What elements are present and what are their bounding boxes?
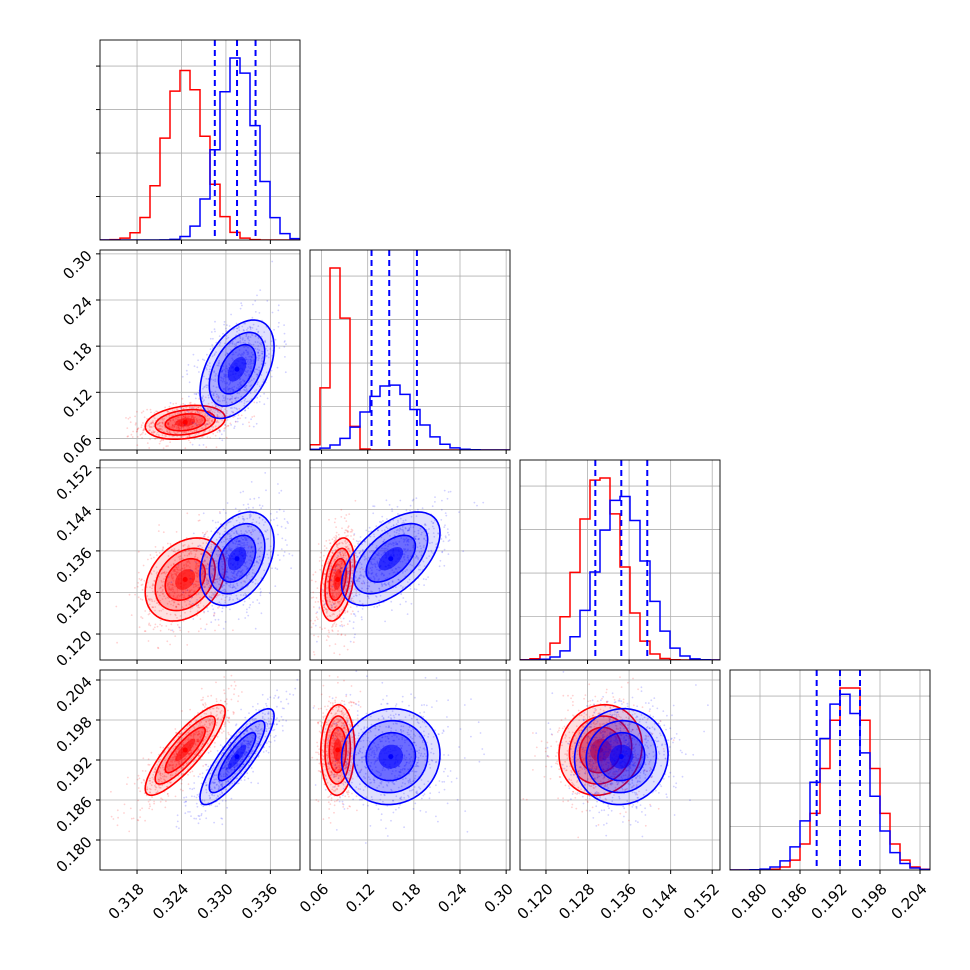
x-tick-label-2-0: 0.120: [514, 880, 557, 923]
panel-3-0: [96, 669, 301, 874]
grid-lines: [100, 670, 300, 870]
y-tick-label-3-2: 0.192: [53, 753, 96, 796]
x-tick-label-0-2: 0.330: [194, 880, 237, 923]
x-tick-label-1-2: 0.18: [388, 880, 424, 916]
panel-2-1: [309, 459, 511, 664]
contours-series-1: [199, 707, 275, 806]
x-tick-label-3-2: 0.192: [808, 880, 851, 923]
panel-3-1: [309, 669, 511, 874]
y-tick-label-3-3: 0.198: [53, 713, 96, 756]
x-tick-label-0-1: 0.324: [149, 880, 192, 923]
panel-frame: [309, 669, 511, 871]
y-tick-label-2-1: 0.128: [53, 585, 96, 628]
panel-1-1: [309, 249, 511, 454]
x-tick-label-3-4: 0.204: [888, 880, 931, 923]
x-tick-label-1-0: 0.06: [296, 880, 332, 916]
panel-frame: [309, 459, 511, 661]
scatter-points-series-0: [115, 511, 253, 650]
contours-series-0: [144, 537, 227, 622]
x-tick-label-1-1: 0.12: [342, 880, 378, 916]
scatter-points-series-1: [312, 670, 485, 844]
histogram-series-0: [310, 267, 510, 450]
panel-frame: [519, 459, 721, 661]
panel-frame: [99, 459, 301, 661]
contours-series-1: [340, 707, 441, 806]
y-tick-label-3-0: 0.180: [53, 833, 96, 876]
panel-0-0: [96, 39, 301, 244]
panel-frame: [99, 669, 301, 871]
histogram-series-0: [520, 477, 720, 660]
contours-series-0: [144, 404, 227, 440]
y-tick-label-2-3: 0.144: [53, 502, 96, 545]
grid-lines: [310, 460, 510, 660]
y-tick-label-1-3: 0.24: [59, 293, 95, 329]
grid-lines: [310, 670, 510, 870]
grid-lines: [730, 670, 930, 870]
panel-frame: [729, 669, 931, 871]
panel-3-3: [729, 669, 931, 874]
histogram-series-1: [310, 384, 510, 450]
panel-2-0: [96, 459, 301, 664]
y-tick-label-1-0: 0.06: [59, 431, 95, 467]
grid-lines: [100, 460, 300, 660]
x-tick-label-2-4: 0.152: [680, 880, 723, 923]
y-tick-label-2-4: 0.152: [53, 461, 96, 504]
panel-1-0: [96, 249, 301, 454]
grid-lines: [100, 40, 300, 240]
x-tick-label-3-3: 0.198: [848, 880, 891, 923]
y-tick-label-1-4: 0.30: [59, 247, 95, 283]
x-tick-label-2-3: 0.144: [638, 880, 681, 923]
x-tick-label-1-4: 0.30: [481, 880, 517, 916]
contours-series-0: [144, 703, 227, 797]
panel-frame: [99, 39, 301, 241]
grid-lines: [310, 250, 510, 450]
x-tick-label-3-1: 0.186: [768, 880, 811, 923]
contours-series-1: [340, 511, 441, 607]
panel-frame: [99, 249, 301, 451]
x-tick-label-0-0: 0.318: [105, 880, 148, 923]
y-tick-label-2-0: 0.120: [53, 627, 96, 670]
x-tick-label-2-2: 0.136: [597, 880, 640, 923]
histogram-series-1: [730, 693, 930, 870]
contours-series-1: [573, 707, 669, 806]
panel-3-2: [519, 669, 721, 874]
contours-series-1: [199, 319, 275, 420]
panel-frame: [519, 669, 721, 871]
x-tick-label-3-0: 0.180: [728, 880, 771, 923]
y-tick-label-3-4: 0.204: [53, 673, 96, 716]
x-tick-label-0-3: 0.336: [238, 880, 281, 923]
x-tick-label-1-3: 0.24: [434, 880, 470, 916]
x-tick-label-2-1: 0.128: [555, 880, 598, 923]
y-tick-label-3-1: 0.186: [53, 793, 96, 836]
panel-2-2: [519, 459, 721, 664]
contours-series-1: [199, 511, 275, 607]
y-tick-label-2-2: 0.136: [53, 544, 96, 587]
grid-lines: [100, 250, 300, 450]
panel-frame: [309, 249, 511, 451]
scatter-points-series-1: [169, 260, 287, 446]
y-tick-label-1-1: 0.12: [59, 385, 95, 421]
histogram-series-1: [520, 495, 720, 660]
y-tick-label-1-2: 0.18: [59, 339, 95, 375]
